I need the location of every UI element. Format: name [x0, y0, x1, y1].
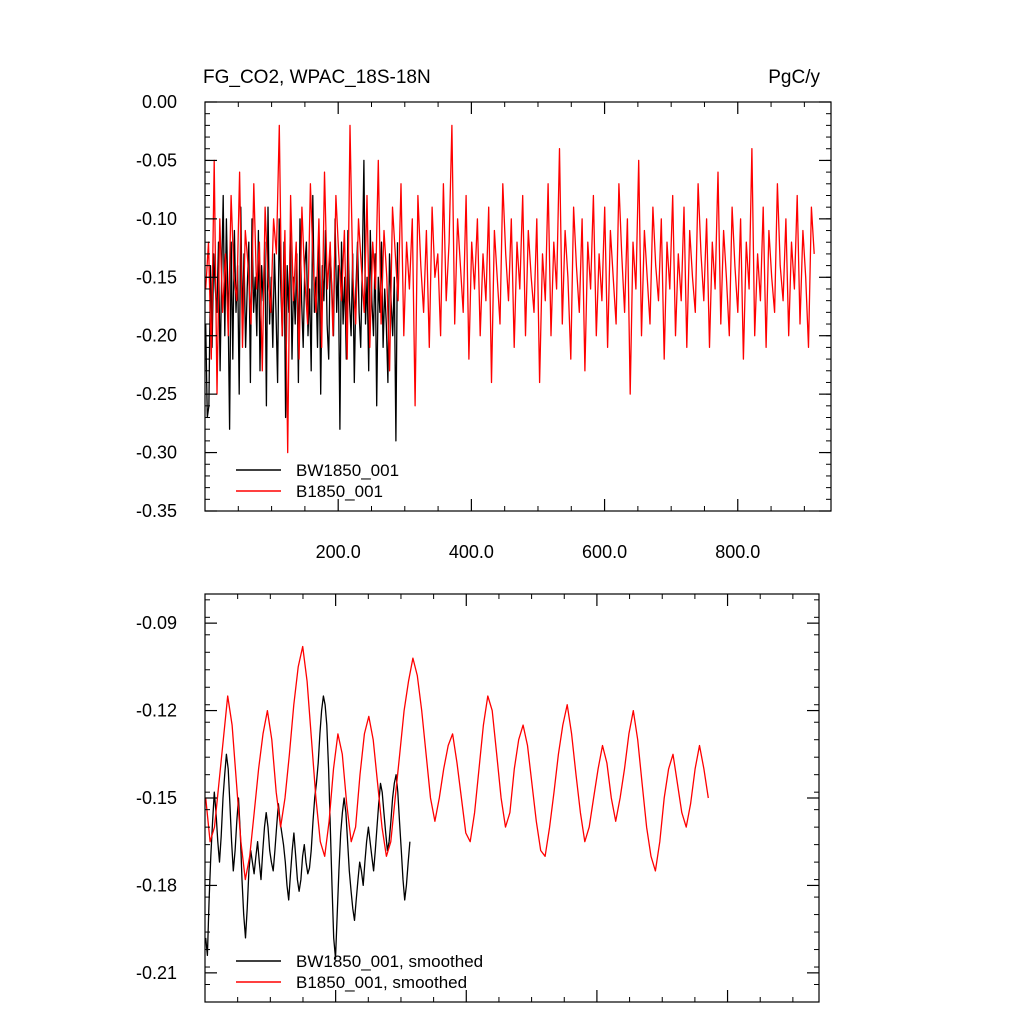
top-legend: BW1850_001 B1850_001 [236, 461, 399, 501]
top-plot-panel: FG_CO2, WPAC_18S-18N PgC/y 0.00 -0.05 -0.1… [136, 67, 832, 562]
series-line-b1850-001-smoothed [205, 645, 709, 881]
legend-label-b1850-smoothed: B1850_001, smoothed [296, 973, 467, 992]
y-tick-label: -0.15 [136, 267, 177, 287]
x-tick-label: 200.0 [316, 542, 361, 562]
y-tick-label: -0.25 [136, 384, 177, 404]
bottom-legend: BW1850_001, smoothed B1850_001, smoothed [236, 952, 483, 992]
series-line-bw1850-001-smoothed [205, 695, 411, 959]
bottom-plot-panel: -0.09 -0.12 -0.15 -0.18 -0.21 BW1850_001, sm… [136, 593, 820, 1003]
legend-label-bw1850-smoothed: BW1850_001, smoothed [296, 952, 483, 971]
series-line-b1850-001 [205, 124, 815, 454]
y-tick-label: -0.15 [136, 788, 177, 808]
y-tick-label: 0.00 [142, 92, 177, 112]
y-tick-label: -0.05 [136, 150, 177, 170]
y-tick-label: -0.20 [136, 326, 177, 346]
x-tick-label: 800.0 [715, 542, 760, 562]
y-tick-label: -0.35 [136, 501, 177, 521]
x-tick-label: 600.0 [582, 542, 627, 562]
y-tick-label: -0.12 [136, 701, 177, 721]
y-tick-label: -0.18 [136, 875, 177, 895]
y-tick-label: -0.21 [136, 963, 177, 983]
x-tick-label: 400.0 [449, 542, 494, 562]
chart-title: FG_CO2, WPAC_18S-18N [203, 67, 431, 88]
legend-label-bw1850: BW1850_001 [296, 461, 399, 480]
y-tick-label: -0.30 [136, 443, 177, 463]
y-tick-label: -0.09 [136, 613, 177, 633]
legend-label-b1850: B1850_001 [296, 482, 383, 501]
top-plot-frame [204, 101, 832, 512]
units-label: PgC/y [768, 67, 820, 88]
y-tick-label: -0.10 [136, 209, 177, 229]
